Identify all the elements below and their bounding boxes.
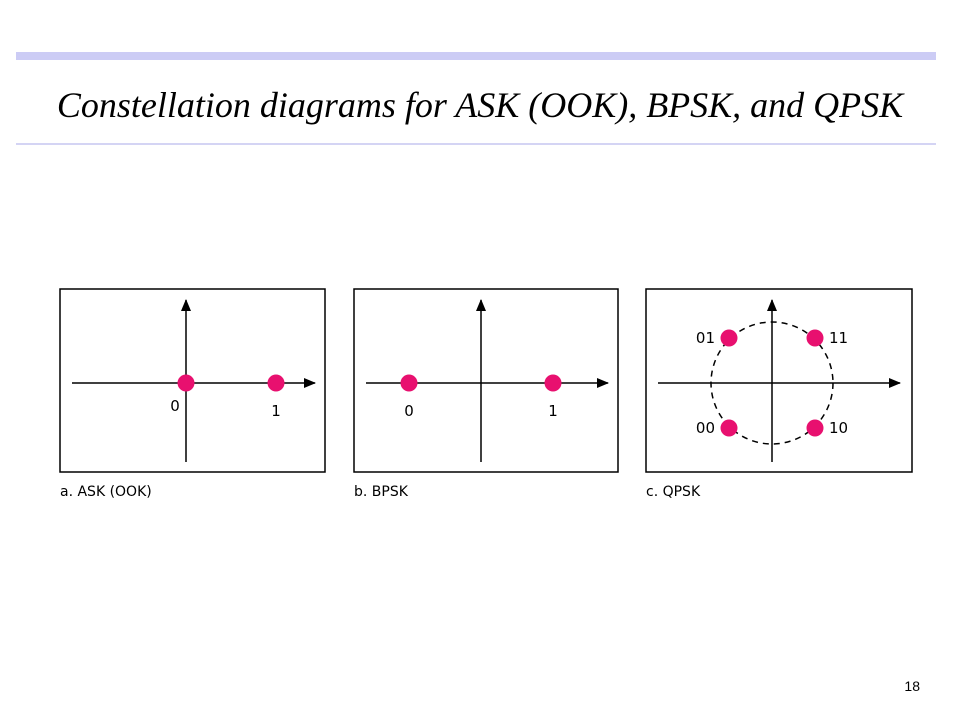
constellation-point: [720, 419, 738, 437]
constellation-point: [806, 329, 824, 347]
point-label: 01: [696, 329, 715, 347]
point-label: 0: [170, 397, 180, 415]
panel-caption: c. QPSK: [646, 484, 701, 500]
title-bar: [16, 52, 936, 60]
page-number: 18: [904, 678, 920, 694]
point-label: 11: [829, 329, 848, 347]
point-label: 00: [696, 419, 715, 437]
point-label: 1: [548, 402, 558, 420]
constellation-point: [177, 374, 195, 392]
point-label: 10: [829, 419, 848, 437]
panel-2: 0 1 b. BPSK: [353, 288, 619, 500]
point-label: 1: [271, 402, 281, 420]
constellation-point: [806, 419, 824, 437]
panel-caption: a. ASK (OOK): [60, 484, 152, 500]
constellation-point: [267, 374, 285, 392]
title-rule: [16, 143, 936, 145]
panel-caption: b. BPSK: [354, 484, 409, 500]
panel-3: 01 11 00 10 c. QPSK: [645, 288, 913, 500]
point-label: 0: [404, 402, 414, 420]
constellation-point: [720, 329, 738, 347]
panel-frame: [353, 288, 619, 473]
slide-title: Constellation diagrams for ASK (OOK), BP…: [56, 85, 904, 125]
constellation-point: [400, 374, 418, 392]
constellation-point: [544, 374, 562, 392]
panel-frame: [645, 288, 913, 473]
panel-1: 0 1 a. ASK (OOK): [59, 288, 326, 500]
